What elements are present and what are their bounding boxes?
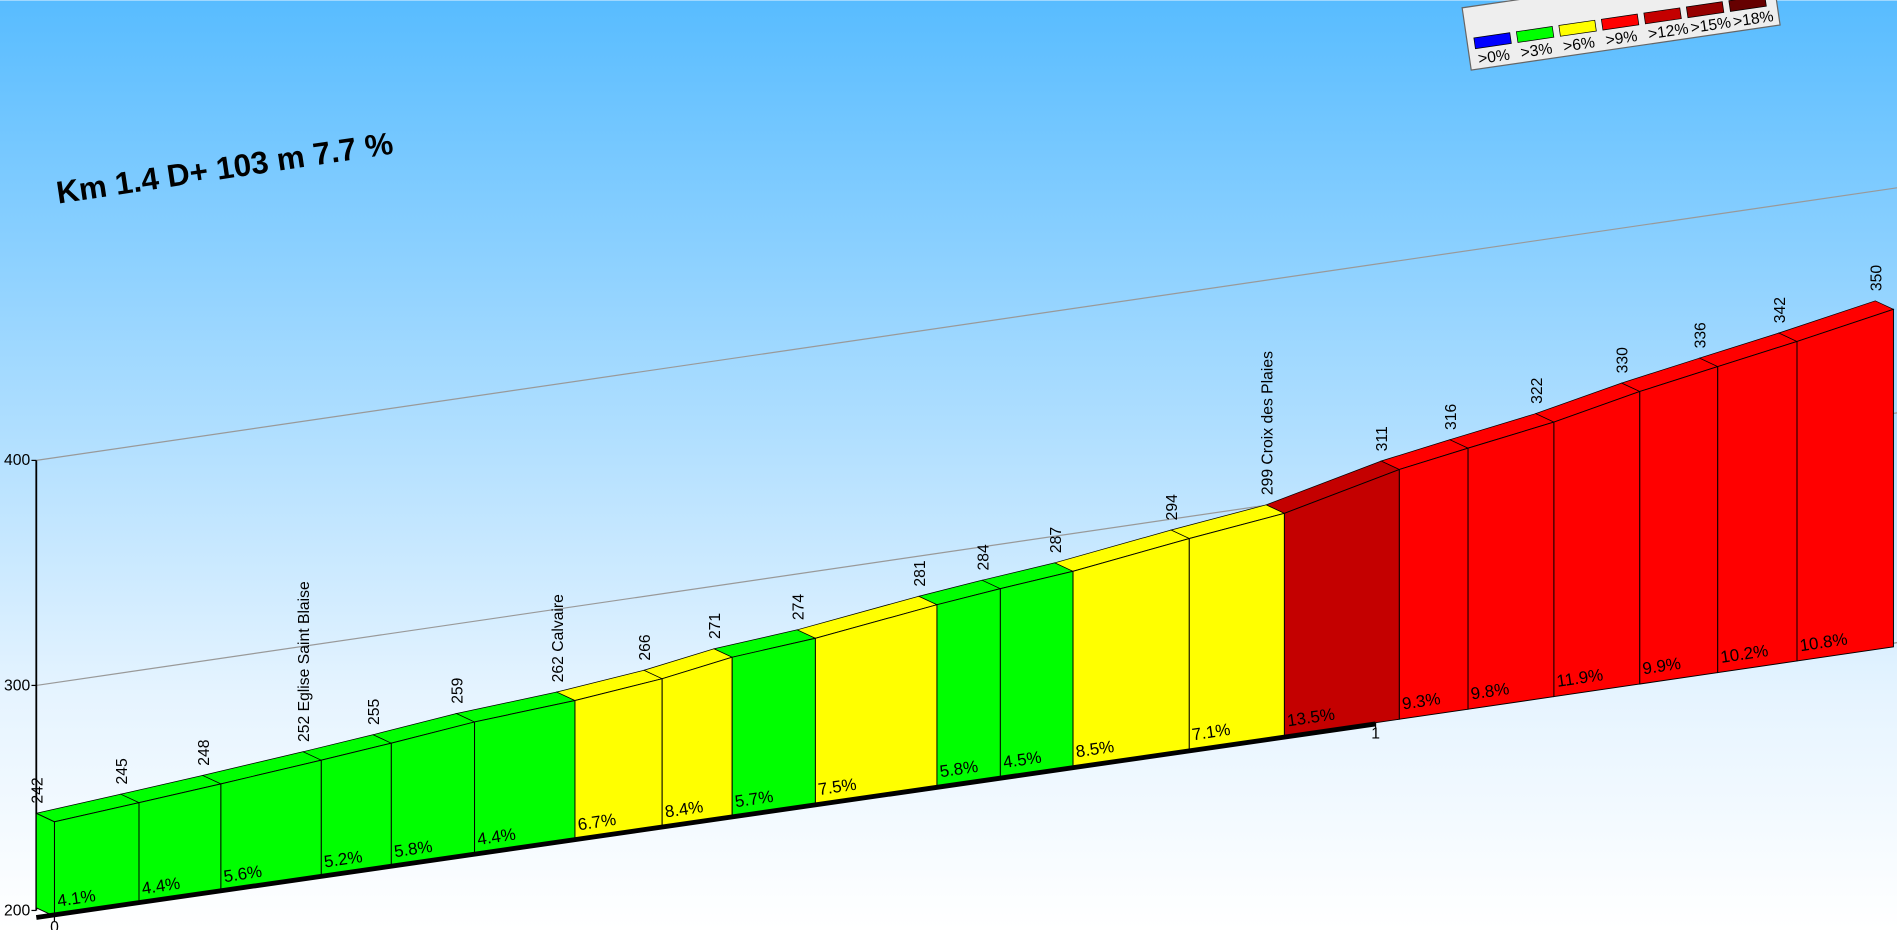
- x-tick-label: 1: [1371, 725, 1380, 742]
- elevation-label: 294: [1164, 494, 1181, 520]
- elevation-label: 316: [1443, 404, 1460, 430]
- legend-swatch: [1558, 19, 1597, 37]
- elevation-label: 299 Croix des Plaies: [1259, 351, 1276, 495]
- elevation-label: 259: [449, 678, 466, 704]
- legend-label: >18%: [1732, 8, 1775, 31]
- elevation-label: 266: [637, 634, 654, 660]
- elevation-label: 252 Eglise Saint Blaise: [296, 581, 313, 742]
- legend-swatch: [1473, 32, 1512, 50]
- elevation-label: 245: [114, 758, 131, 784]
- x-tick-label: 0: [50, 919, 59, 930]
- legend-swatch: [1728, 0, 1767, 12]
- segment: [1072, 537, 1190, 768]
- legend-label: >9%: [1605, 28, 1639, 49]
- y-tick-label: 300: [4, 677, 30, 694]
- side-face: [35, 812, 55, 918]
- elevation-label: 284: [975, 544, 992, 570]
- elevation-label: 242: [29, 777, 46, 803]
- elevation-label: 248: [196, 739, 213, 765]
- y-tick-label: 400: [4, 452, 30, 469]
- elevation-label: 336: [1693, 322, 1710, 348]
- legend-label: >15%: [1690, 14, 1733, 37]
- elevation-label: 262 Calvaire: [550, 594, 567, 683]
- legend-swatch: [1643, 7, 1682, 25]
- elevation-label: 271: [707, 613, 724, 639]
- segment: [1553, 390, 1641, 698]
- elevation-label: 287: [1048, 527, 1065, 553]
- segment: [1398, 447, 1469, 720]
- plot: 4.1%4.4% 5.6%5.2% 5.8% 4.4%6.7%8.4% 5.7% 7.5%…: [29, 265, 1895, 930]
- legend-swatch: [1685, 1, 1725, 19]
- segment: [1467, 421, 1555, 710]
- elevation-label: 330: [1615, 347, 1632, 373]
- segment: [999, 570, 1074, 779]
- elevation-label: 322: [1529, 378, 1546, 404]
- elevation-label: 311: [1374, 426, 1391, 451]
- y-tick-label: 200: [4, 902, 30, 919]
- segment: [1639, 365, 1719, 685]
- elevation-label: 274: [790, 594, 807, 620]
- legend-label: >3%: [1520, 40, 1554, 61]
- legend-swatch: [1600, 13, 1640, 31]
- segment: [1283, 468, 1400, 737]
- legend-label: >0%: [1477, 47, 1511, 68]
- legend-swatch: [1515, 26, 1555, 43]
- segment: [1717, 340, 1798, 674]
- elevation-label: 281: [912, 560, 929, 586]
- elevation-label: 350: [1868, 265, 1885, 291]
- elevation-label: 342: [1772, 297, 1789, 323]
- grid-line: [36, 187, 1897, 461]
- elevation-label: 255: [366, 699, 383, 725]
- legend: LEGEND>0%>3%>6%>9%>12%>15%>18%: [1461, 0, 1781, 71]
- segment: [1188, 512, 1285, 751]
- legend-label: >12%: [1647, 21, 1690, 44]
- base-strip: [35, 721, 1376, 920]
- segment: [1796, 308, 1894, 662]
- segment: [814, 604, 938, 806]
- legend-label: >6%: [1562, 34, 1596, 55]
